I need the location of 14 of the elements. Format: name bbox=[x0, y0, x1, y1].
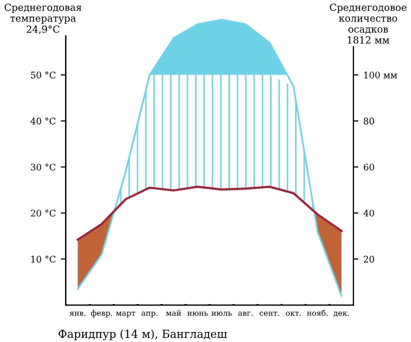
y-tick-label: 10 °C bbox=[31, 256, 56, 263]
y-tick-label: 30 °C bbox=[30, 164, 56, 171]
y2-tick-label: 100 мм bbox=[364, 72, 397, 78]
y2-tick-label: 60 bbox=[364, 164, 374, 171]
line-series bbox=[76, 186, 343, 241]
y-tick-label: 20 °C bbox=[30, 210, 56, 217]
y-tick-label: 40 °C bbox=[30, 118, 56, 124]
y-tick-label: 50 °C bbox=[31, 72, 56, 78]
text: Фаридпур (14 м), Бангладеш bbox=[58, 329, 227, 340]
y2-tick-label: 20 bbox=[364, 256, 374, 263]
y2-tick-label: 40 bbox=[363, 210, 374, 217]
y-axis-title: Среднегодовая температура 24,9°C bbox=[4, 4, 82, 34]
y2-axis-title: Среднегодовое количество осадков 1812 мм bbox=[330, 4, 406, 44]
y2-tick-label: 80 bbox=[364, 118, 374, 124]
